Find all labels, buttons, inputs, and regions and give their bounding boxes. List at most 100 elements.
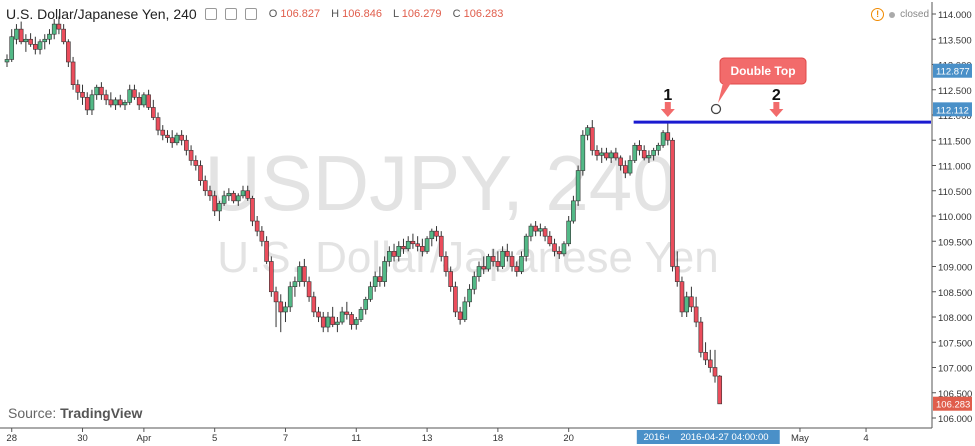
candle-body <box>589 127 595 151</box>
candle-body <box>707 359 713 368</box>
market-status-text: closed <box>900 9 929 20</box>
candle-body <box>254 220 260 232</box>
watermark-symbol: USDJPY, 240 <box>204 139 675 227</box>
y-tick-label: 107.000 <box>938 364 972 375</box>
candle-body <box>396 246 402 257</box>
candle-body <box>155 117 161 131</box>
time-tag-box <box>669 430 780 444</box>
candle-body <box>23 38 29 43</box>
candle-body <box>99 86 104 96</box>
y-tick-label: 109.000 <box>938 263 972 274</box>
candle-body <box>103 94 109 101</box>
candle-body <box>698 321 704 353</box>
candle-body <box>316 311 321 318</box>
candle-body <box>28 38 33 45</box>
candle-body <box>325 316 331 328</box>
candle-body <box>566 220 571 245</box>
candle-body <box>471 276 477 290</box>
down-arrow-head-icon <box>769 109 784 117</box>
close-icon[interactable] <box>244 8 257 20</box>
y-tick-label: 111.500 <box>938 136 971 147</box>
candle-body <box>575 170 581 202</box>
candle-body <box>552 243 557 252</box>
candle-body <box>703 352 708 361</box>
candle-body <box>618 157 623 166</box>
y-tick-label: 106.000 <box>938 414 972 425</box>
candle-body <box>297 266 302 282</box>
time-tag-label: 2016-04-25 <box>643 432 692 443</box>
candle-body <box>202 180 208 192</box>
candle-body <box>509 256 515 267</box>
candle-body <box>580 134 586 171</box>
candle-body <box>339 311 345 323</box>
price-tag-box <box>933 396 972 411</box>
candle-body <box>80 91 85 98</box>
candle-body <box>108 99 114 106</box>
candle-body <box>453 286 458 313</box>
settings-icon[interactable] <box>204 8 217 20</box>
price-tag-box <box>933 63 972 78</box>
candle-body <box>495 261 501 267</box>
candle-body <box>382 261 387 282</box>
candle-body <box>188 150 194 161</box>
ohlc-readout: O 106.827 H 106.846 L 106.279 C 106.283 <box>269 8 512 20</box>
candle-body <box>462 301 468 320</box>
candle-body <box>169 137 175 144</box>
candle-body <box>226 192 232 197</box>
candle-body <box>132 89 137 98</box>
candle-body <box>585 127 590 136</box>
candle-body <box>679 281 685 313</box>
candle-body <box>287 286 293 308</box>
market-status: ! closed <box>871 8 929 21</box>
candle-body <box>89 94 95 111</box>
warning-icon[interactable]: ! <box>871 8 885 21</box>
candle-body <box>623 165 628 174</box>
down-arrow-head-icon <box>660 109 675 117</box>
candle-body <box>689 296 694 308</box>
candle-body <box>113 99 118 106</box>
price-tag-label: 106.283 <box>936 400 970 411</box>
x-tick-label: 4 <box>863 433 868 444</box>
ohlc-open-key: O <box>268 8 278 20</box>
price-tag-label: 112.877 <box>936 67 970 78</box>
candle-body <box>235 195 241 202</box>
candle-body <box>264 240 269 262</box>
candle-body <box>179 134 184 141</box>
candle-body <box>198 165 203 181</box>
candle-body <box>344 311 350 315</box>
candle-body <box>184 139 189 151</box>
x-tick-label: 20 <box>563 433 574 444</box>
candle-body <box>547 235 553 245</box>
candle-body <box>486 256 491 270</box>
candle-body <box>47 33 52 40</box>
source-credit: Source: TradingView <box>8 405 142 421</box>
candle-body <box>141 94 147 106</box>
candle-body <box>84 97 90 111</box>
candle-body <box>358 309 364 320</box>
candle-body <box>514 266 520 272</box>
callout-anchor-icon <box>710 103 722 115</box>
candle-body <box>434 230 439 237</box>
y-tick-label: 108.000 <box>938 313 972 324</box>
candle-body <box>70 61 76 85</box>
candle-body <box>505 251 510 257</box>
y-tick-label: 111.000 <box>938 162 971 173</box>
top-marker-label: 1 <box>663 87 672 104</box>
y-tick-label: 114.000 <box>938 10 972 21</box>
hide-icon[interactable] <box>224 8 237 20</box>
candle-body <box>250 198 255 222</box>
candle-body <box>420 246 425 252</box>
candle-body <box>665 132 671 141</box>
candle-body <box>646 155 652 159</box>
candle-body <box>136 97 142 106</box>
candle-body <box>490 256 496 262</box>
candle-body <box>387 251 392 262</box>
ohlc-close-key: C <box>452 8 461 20</box>
candle-body <box>4 59 10 63</box>
candle-body <box>632 145 638 161</box>
x-tick-label: Apr <box>136 433 151 444</box>
symbol-title[interactable]: U.S. Dollar/Japanese Yen, 240 <box>6 6 197 22</box>
ohlc-open-value: 106.827 <box>280 8 321 20</box>
